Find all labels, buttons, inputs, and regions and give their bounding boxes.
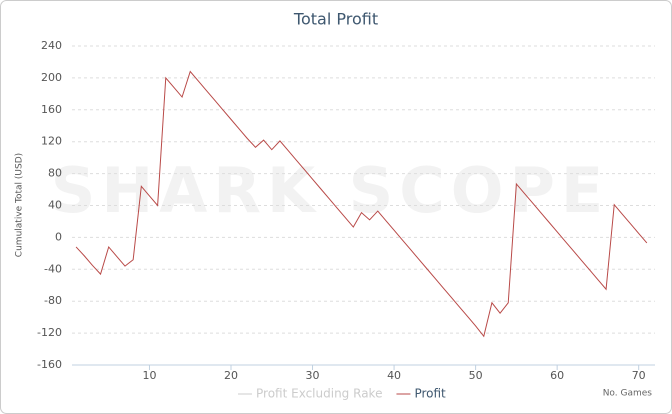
x-tick-label: 20 [224,369,238,382]
x-tick-label: 50 [469,369,483,382]
line-series [75,70,648,338]
y-tick-label: 200 [41,71,62,84]
x-tick-label: 60 [550,369,564,382]
y-tick-label: 160 [41,103,62,116]
watermark: SHARK SCOPE [51,154,610,227]
y-tick-label: 80 [48,167,62,180]
y-tick-label: -160 [37,358,62,371]
y-tick-label: 0 [55,230,62,243]
x-tick-label: 40 [387,369,401,382]
x-axis-label: No. Games [603,389,653,399]
legend-label[interactable]: Profit [414,387,446,401]
y-tick-label: -120 [37,326,62,339]
x-tick-label: 10 [142,369,156,382]
legend-label[interactable]: Profit Excluding Rake [256,387,382,401]
y-tick-label: 240 [41,39,62,52]
x-tick-label: 30 [306,369,320,382]
x-tick-label: 70 [632,369,646,382]
y-tick-label: -80 [44,294,62,307]
y-tick-label: -40 [44,262,62,275]
y-tick-label: 120 [41,135,62,148]
y-tick-label: 40 [48,199,62,212]
y-axis-label: Cumulative Total (USD) [15,153,25,257]
chart-title: Total Profit [293,10,378,29]
